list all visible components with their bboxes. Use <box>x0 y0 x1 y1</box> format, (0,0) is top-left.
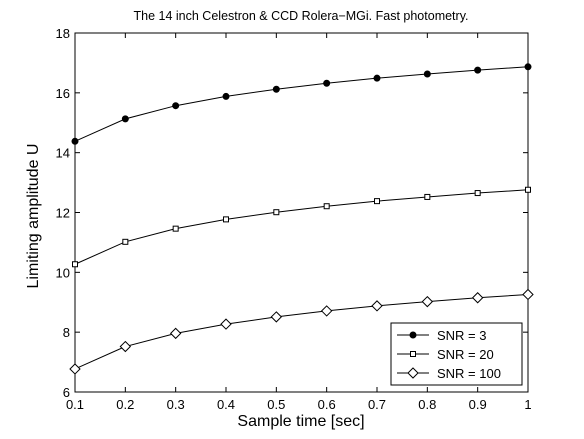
series-line <box>74 189 529 265</box>
legend-label: SNR = 20 <box>437 347 494 362</box>
y-tick-label: 14 <box>56 146 70 161</box>
series-2 <box>72 186 531 268</box>
x-tick-label: 0.2 <box>116 397 134 412</box>
data-point <box>270 311 283 323</box>
x-tick-label: 0.9 <box>469 397 487 412</box>
data-point <box>220 318 232 330</box>
data-point <box>474 66 482 74</box>
legend-marker <box>409 331 417 339</box>
data-point <box>371 300 383 312</box>
y-tick-label: 16 <box>56 86 70 101</box>
data-point <box>69 363 81 375</box>
data-point <box>525 186 531 193</box>
series-1 <box>71 63 532 145</box>
legend-marker <box>410 351 416 357</box>
series-line <box>74 66 529 142</box>
legend-label: SNR = 3 <box>437 328 487 343</box>
data-point <box>522 288 534 301</box>
x-tick-label: 0.1 <box>66 397 84 412</box>
data-point <box>122 238 129 245</box>
data-point <box>121 115 129 123</box>
data-point <box>222 92 230 100</box>
data-point <box>320 305 333 317</box>
x-tick-label: 0.5 <box>267 397 285 412</box>
data-point <box>421 295 434 308</box>
data-point <box>323 203 330 210</box>
y-tick-label: 18 <box>56 26 70 41</box>
data-point <box>323 79 331 87</box>
x-tick-label: 1 <box>524 397 531 412</box>
x-tick-label: 0.6 <box>318 397 336 412</box>
legend-label: SNR = 100 <box>437 366 501 381</box>
y-tick-label: 12 <box>56 206 70 221</box>
x-tick-label: 0.8 <box>418 397 436 412</box>
data-point <box>72 261 78 268</box>
data-point <box>172 102 180 110</box>
data-point <box>119 340 132 353</box>
y-tick-label: 8 <box>63 325 70 340</box>
legend-marker <box>407 367 419 379</box>
data-point <box>223 216 229 223</box>
y-axis-label: Limiting amplitude U <box>25 144 42 289</box>
data-point <box>374 198 380 205</box>
chart-title: The 14 inch Celestron & CCD Rolera−MGi. … <box>134 9 469 23</box>
data-point <box>524 63 532 71</box>
y-tick-label: 6 <box>63 385 70 400</box>
data-point <box>273 209 280 216</box>
data-point <box>169 327 182 340</box>
series-3 <box>69 288 534 375</box>
data-point <box>272 85 280 93</box>
data-point <box>423 70 431 78</box>
x-axis-label: Sample time [sec] <box>237 413 364 430</box>
y-tick-label: 10 <box>56 265 70 280</box>
data-point <box>424 193 431 200</box>
x-tick-label: 0.4 <box>217 397 235 412</box>
data-point <box>373 74 381 82</box>
series-line <box>74 293 529 370</box>
x-tick-label: 0.3 <box>167 397 185 412</box>
legend: SNR = 3 SNR = 20 SNR = 100 <box>390 322 523 386</box>
data-point <box>71 137 79 145</box>
data-point <box>172 225 179 232</box>
x-tick-label: 0.7 <box>368 397 386 412</box>
data-point <box>471 292 484 304</box>
data-point <box>474 190 481 197</box>
